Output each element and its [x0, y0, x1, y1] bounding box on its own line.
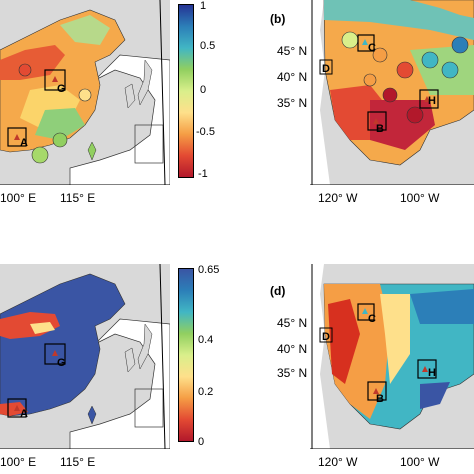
site-label: G — [57, 357, 66, 369]
site-label: H — [428, 367, 436, 379]
panel-c-china-map: G A — [0, 264, 170, 449]
lat-tick: 35° N — [277, 366, 308, 380]
site-label: A — [20, 137, 28, 149]
lat-tick: 35° N — [277, 96, 308, 110]
colorbar-tick: -0.5 — [196, 126, 215, 138]
colorbar-top — [178, 4, 194, 178]
panel-d-usa-map: C D B H — [310, 264, 474, 449]
site-label: B — [376, 393, 384, 405]
site-label: G — [57, 83, 66, 95]
panel-label: (b) — [270, 12, 286, 26]
site-label: A — [20, 408, 28, 420]
site-label: D — [322, 331, 330, 343]
site-label: H — [428, 95, 436, 107]
china-map-a: G A — [0, 0, 170, 185]
panel-a-china-map: G A — [0, 0, 170, 185]
lon-tick: 115° E — [60, 455, 96, 469]
lat-tick: 45° N — [277, 44, 308, 58]
lon-tick: 115° E — [60, 191, 96, 205]
site-label: C — [368, 313, 376, 325]
lon-tick: 120° W — [318, 191, 358, 205]
site-label: D — [322, 63, 330, 75]
site-label: B — [376, 123, 384, 135]
colorbar-tick: -1 — [198, 168, 208, 180]
colorbar-tick: 0.4 — [198, 334, 214, 346]
colorbar-tick: 0.2 — [198, 386, 214, 398]
lat-tick: 40° N — [277, 70, 308, 84]
colorbar-tick: 0.65 — [198, 264, 220, 276]
colorbar-tick: 0 — [200, 84, 207, 96]
china-map-c: G A — [0, 264, 170, 449]
lon-tick: 100° W — [400, 455, 440, 469]
lon-tick: 100° E — [0, 191, 37, 205]
colorbar-bottom — [178, 268, 194, 442]
lat-tick: 40° N — [277, 342, 308, 356]
usa-map-d: C D B H — [310, 264, 474, 449]
colorbar-tick: 0.5 — [200, 40, 216, 52]
panel-label: (d) — [270, 284, 286, 298]
panel-b-usa-map: C D B H — [310, 0, 474, 185]
lon-tick: 120° W — [318, 455, 358, 469]
colorbar-tick: 1 — [200, 0, 207, 12]
site-label: C — [368, 42, 376, 54]
lon-tick: 100° E — [0, 455, 37, 469]
usa-map-b: C D B H — [310, 0, 474, 185]
lon-tick: 100° W — [400, 191, 440, 205]
lat-tick: 45° N — [277, 316, 308, 330]
colorbar-tick: 0 — [198, 436, 205, 448]
